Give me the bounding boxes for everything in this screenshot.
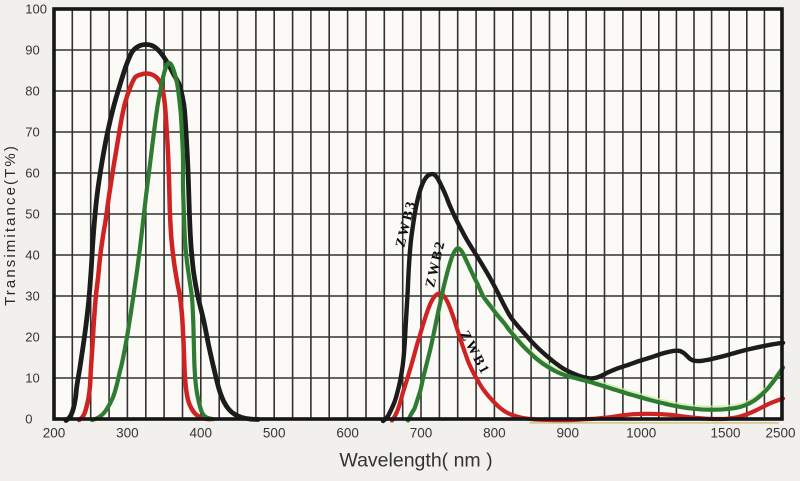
svg-text:100: 100 — [25, 2, 47, 17]
svg-text:Wavelength( nm ): Wavelength( nm ) — [339, 450, 492, 472]
svg-text:1500: 1500 — [710, 426, 740, 441]
svg-text:40: 40 — [25, 248, 39, 263]
svg-text:Transimitance(T%): Transimitance(T%) — [2, 144, 19, 306]
svg-text:20: 20 — [25, 330, 39, 345]
svg-text:2500: 2500 — [765, 426, 795, 441]
svg-text:30: 30 — [25, 289, 39, 304]
svg-text:1000: 1000 — [626, 426, 656, 441]
svg-text:10: 10 — [25, 371, 39, 386]
svg-text:90: 90 — [25, 43, 39, 58]
svg-text:60: 60 — [25, 166, 39, 181]
svg-text:50: 50 — [25, 207, 39, 222]
svg-text:800: 800 — [483, 426, 506, 441]
svg-text:700: 700 — [410, 426, 433, 441]
svg-text:300: 300 — [116, 426, 139, 441]
svg-text:600: 600 — [336, 426, 359, 441]
svg-text:80: 80 — [25, 84, 39, 99]
svg-text:70: 70 — [25, 125, 39, 140]
svg-text:400: 400 — [190, 426, 213, 441]
svg-text:200: 200 — [43, 426, 66, 441]
svg-text:900: 900 — [557, 426, 580, 441]
svg-text:500: 500 — [263, 426, 286, 441]
svg-text:0: 0 — [25, 412, 32, 427]
